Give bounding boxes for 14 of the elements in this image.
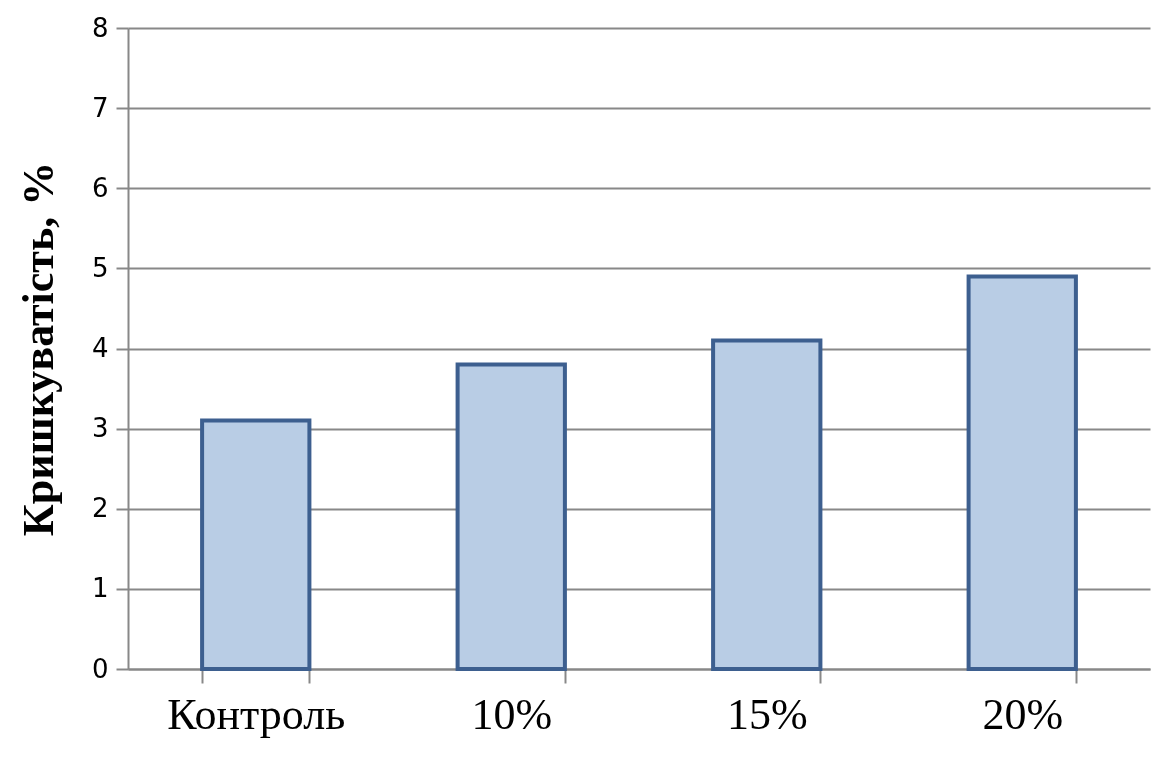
y-tick-label: 7 [91, 92, 109, 123]
y-tick-label: 6 [91, 172, 109, 203]
x-tick-label: 20% [982, 689, 1064, 739]
y-tick-label: 8 [91, 12, 109, 43]
x-tick-label: 10% [471, 689, 553, 739]
y-tick-label: 4 [91, 333, 109, 363]
y-tick-label: 5 [91, 252, 109, 283]
x-tick-label: 15% [726, 689, 808, 739]
y-axis-title: Кришкуватість, % [13, 161, 63, 537]
y-tick-label: 3 [91, 413, 109, 444]
y-tick-label: 1 [91, 573, 109, 604]
y-tick-label: 2 [91, 493, 109, 524]
x-tick-label: Контроль [167, 689, 346, 739]
y-tick-label: 0 [91, 653, 109, 684]
